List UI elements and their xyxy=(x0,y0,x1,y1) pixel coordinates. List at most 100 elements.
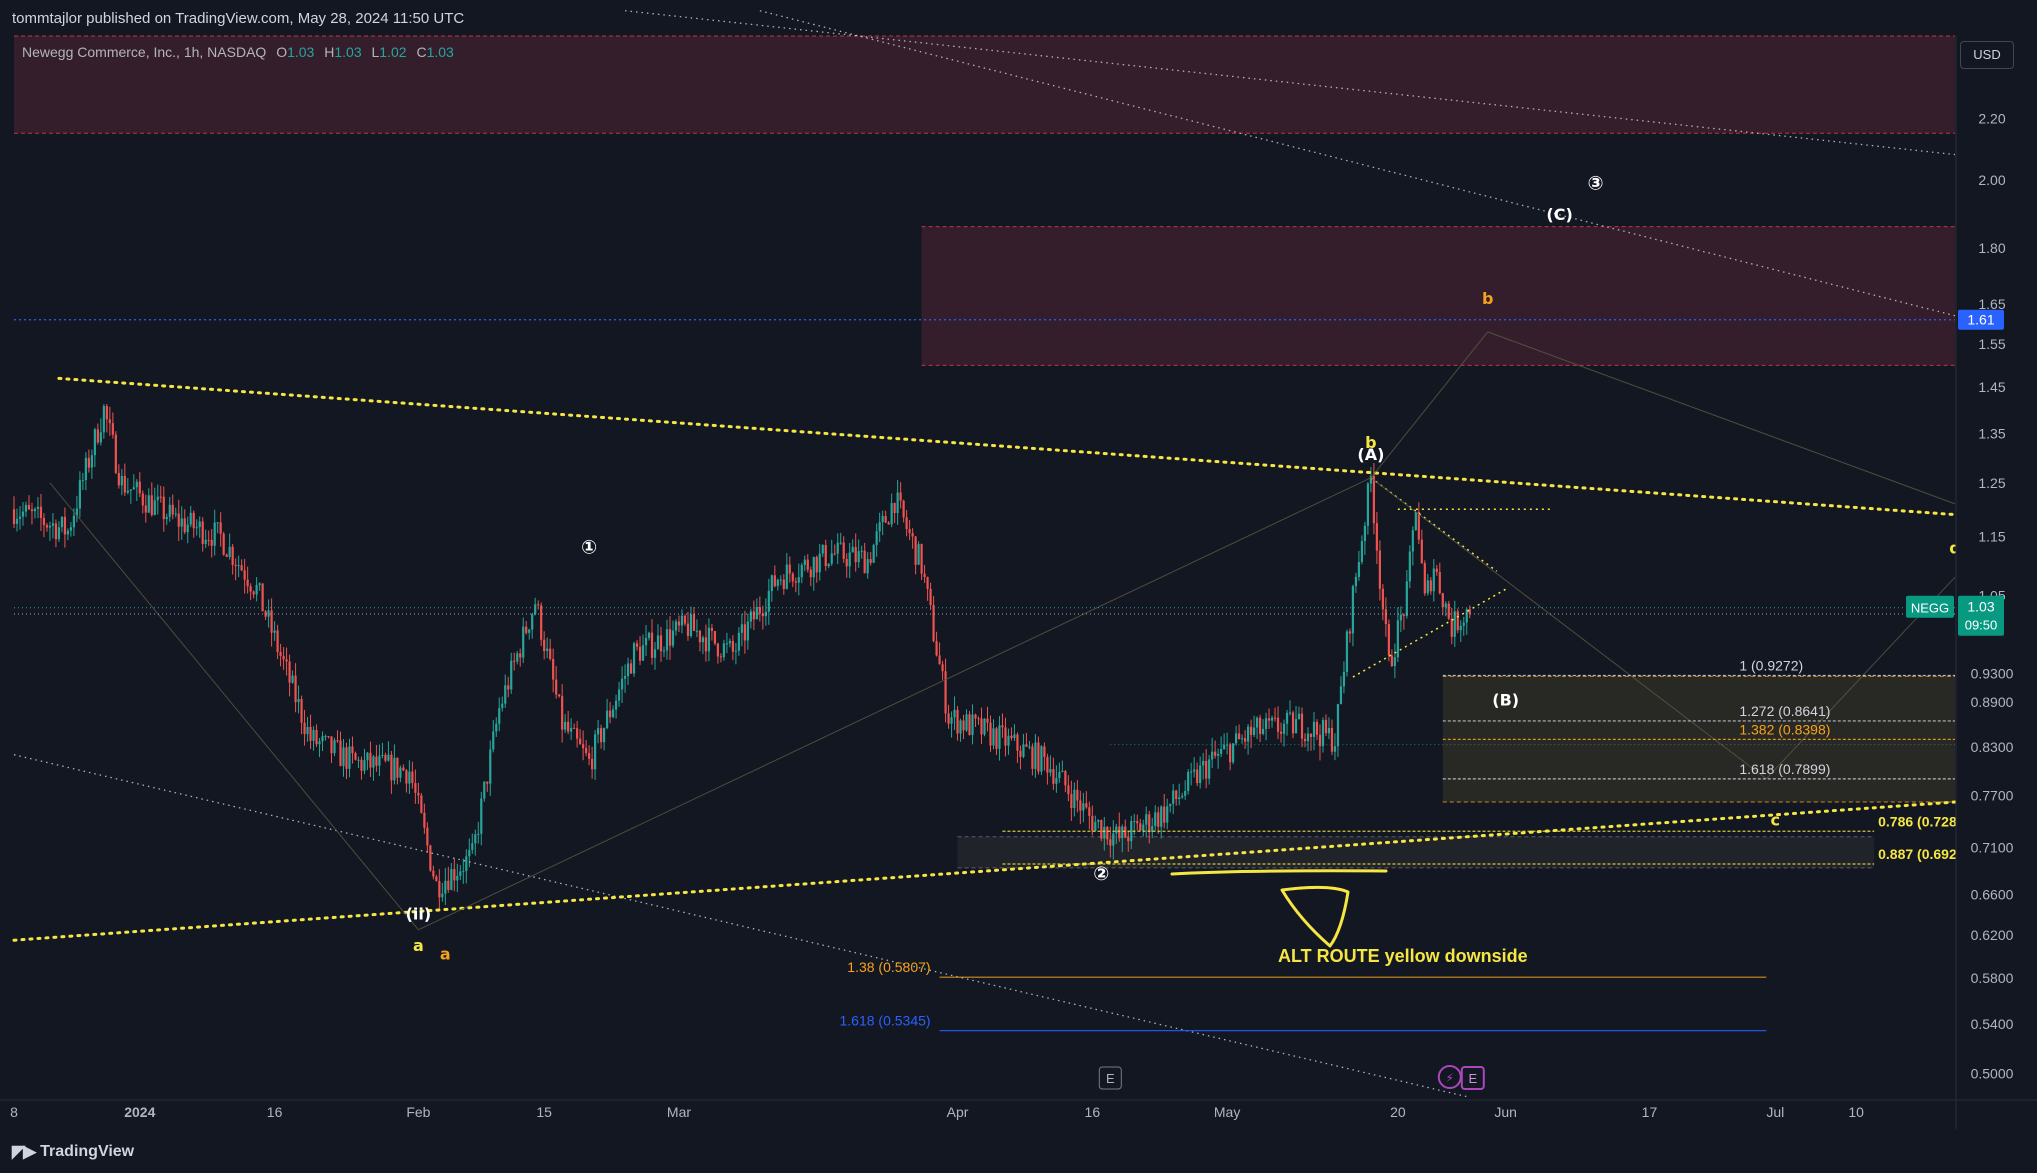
tradingview-logo[interactable]: ◤▶ TradingView xyxy=(12,1142,134,1162)
wave-label-9: b xyxy=(1365,433,1376,452)
price-tick-label: 0.7100 xyxy=(1971,840,2014,856)
candle-body xyxy=(342,747,345,767)
tradingview-logo-icon: ◤▶ xyxy=(12,1142,36,1161)
candle-body xyxy=(725,643,728,645)
candle-body xyxy=(333,740,336,754)
symbol-name: Newegg Commerce, Inc., 1h, NASDAQ xyxy=(22,44,267,60)
candle-body xyxy=(579,738,582,745)
candle-body xyxy=(1309,733,1313,737)
candle-body xyxy=(1339,686,1343,705)
candle-body xyxy=(749,611,752,622)
candle-body xyxy=(219,522,222,534)
candle-body xyxy=(444,880,447,894)
time-tick-label: Jul xyxy=(1766,1104,1784,1120)
candle-body xyxy=(492,731,495,750)
candle-body xyxy=(626,663,630,677)
candle-body xyxy=(1034,742,1037,769)
candle-body xyxy=(1136,821,1139,824)
price-tick-label: 1.15 xyxy=(1978,529,2005,545)
candle-body xyxy=(270,610,273,633)
candle-body xyxy=(363,760,366,771)
candle-body xyxy=(189,512,192,525)
candle-body xyxy=(1402,614,1405,616)
candle-body xyxy=(998,725,1001,749)
time-tick-label: 17 xyxy=(1642,1104,1658,1120)
candle-body xyxy=(234,564,237,567)
candle-body xyxy=(372,756,375,768)
open-label: O xyxy=(276,44,288,60)
candle-body xyxy=(150,495,153,515)
candle-body xyxy=(393,757,396,781)
candle-body xyxy=(1112,833,1115,846)
candle-body xyxy=(1264,718,1268,729)
candle-body xyxy=(177,513,180,527)
candle-body xyxy=(938,655,941,665)
candle-body xyxy=(806,559,809,570)
candle-body xyxy=(770,575,773,591)
candle-body xyxy=(1115,826,1118,834)
candle-body xyxy=(980,718,983,735)
candle-body xyxy=(995,728,998,749)
candle-body xyxy=(111,423,114,435)
candle-body xyxy=(1405,581,1408,616)
candle-body xyxy=(1315,721,1319,735)
candle-body xyxy=(366,752,369,761)
candle-body xyxy=(1333,746,1337,752)
candle-body xyxy=(126,490,129,493)
candle-body xyxy=(369,752,372,768)
candle-body xyxy=(659,635,663,652)
candle-body xyxy=(1061,770,1064,773)
candle-body xyxy=(30,509,34,512)
candle-body xyxy=(716,643,720,657)
price-tick-label: 1.80 xyxy=(1978,240,2005,256)
candle-body xyxy=(429,845,432,871)
candle-body xyxy=(324,736,327,738)
candle-body xyxy=(1426,580,1429,594)
close-label: C xyxy=(416,44,427,60)
candle-body xyxy=(582,744,585,749)
price-tag-1-61-bg xyxy=(1958,309,2004,330)
candle-body xyxy=(800,565,803,578)
candle-body xyxy=(201,521,204,544)
candle-body xyxy=(662,650,666,652)
candle-body xyxy=(809,569,812,578)
candle-body xyxy=(570,727,573,732)
candle-body xyxy=(483,781,486,799)
currency-button[interactable]: USD xyxy=(1960,41,2014,69)
drawing-lines-layer: ALT ROUTE yellow downside xyxy=(12,10,1957,1098)
zone-resistance-1 xyxy=(921,226,1956,366)
candle-body xyxy=(312,730,315,741)
candle-body xyxy=(273,630,276,633)
candle-body xyxy=(390,754,393,781)
candle-body xyxy=(905,517,908,530)
candle-body xyxy=(1441,593,1444,608)
wave-label-5: (B) xyxy=(1492,691,1519,710)
candle-body xyxy=(677,621,681,626)
candle-body xyxy=(956,709,959,734)
candle-body xyxy=(552,659,555,680)
time-tick-label: 2024 xyxy=(124,1104,155,1120)
candle-body xyxy=(1193,769,1196,772)
candle-body xyxy=(848,552,851,567)
candle-body xyxy=(498,708,501,724)
candle-body xyxy=(650,632,654,658)
footer-bar xyxy=(0,1129,2037,1173)
candle-body xyxy=(1417,511,1420,540)
candle-body xyxy=(1031,746,1034,769)
candle-body xyxy=(309,726,312,741)
alt-route-annotation: ALT ROUTE yellow downside xyxy=(1278,946,1528,966)
candle-body xyxy=(893,503,896,514)
candle-body xyxy=(537,604,540,606)
candle-body xyxy=(1375,523,1378,551)
candle-body xyxy=(653,649,657,658)
candle-body xyxy=(183,518,186,533)
candle-body xyxy=(869,559,872,563)
candle-body xyxy=(360,759,363,771)
candle-body xyxy=(890,503,893,525)
wave-path-5 xyxy=(1370,331,1489,479)
candle-body xyxy=(1064,770,1067,786)
candle-body xyxy=(824,544,827,567)
candle-body xyxy=(162,496,165,520)
candle-body xyxy=(1235,733,1238,744)
